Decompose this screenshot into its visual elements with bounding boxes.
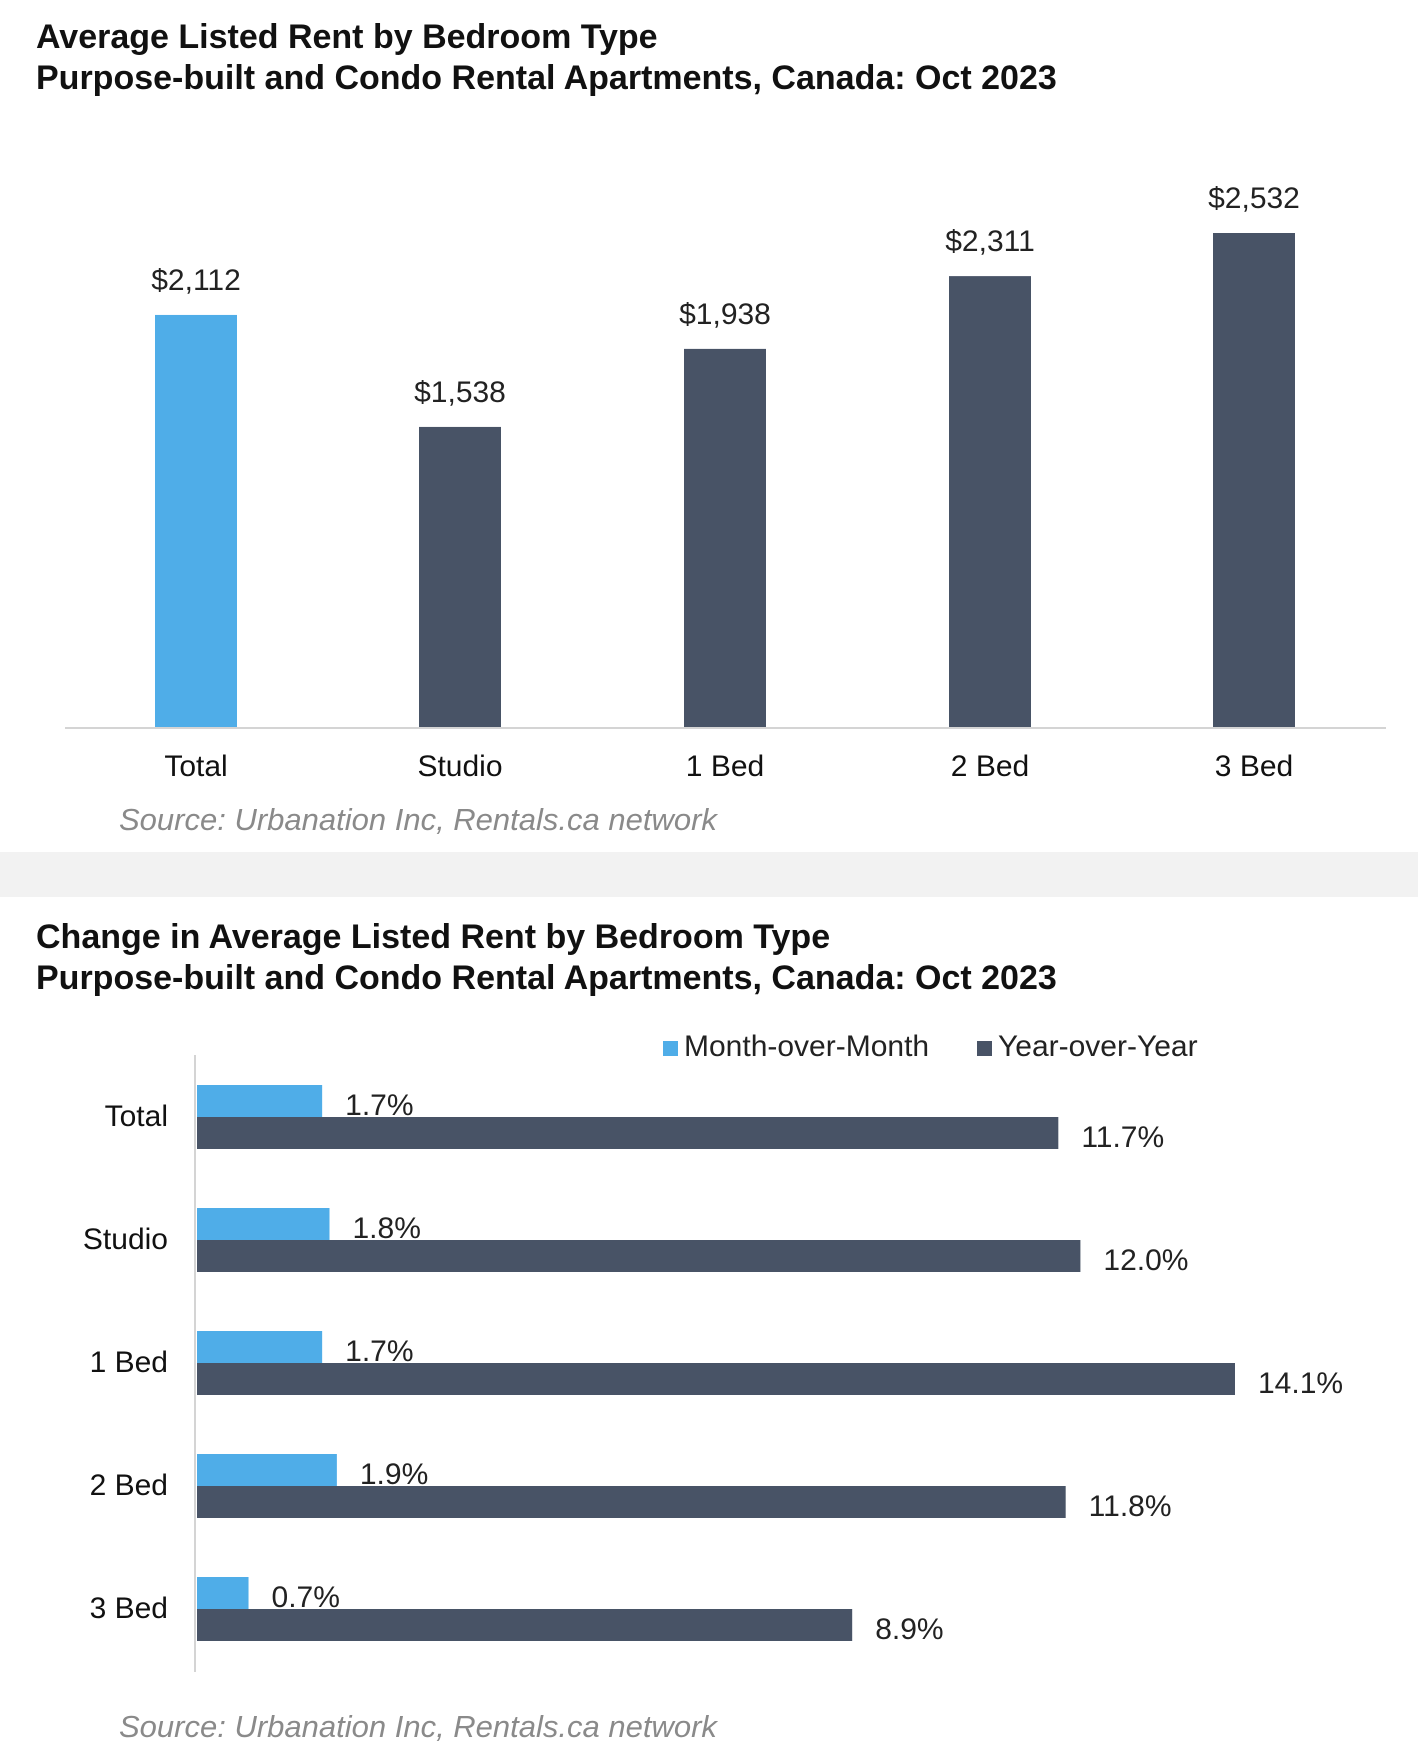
y-tick-label: Studio <box>83 1223 168 1256</box>
bar-month-over-month <box>197 1208 330 1240</box>
legend-label: Year-over-Year <box>998 1030 1198 1063</box>
chart-title: Average Listed Rent by Bedroom Type Purp… <box>36 17 1057 99</box>
chart-title-line: Average Listed Rent by Bedroom Type <box>36 18 658 56</box>
rent-bar-chart: $2,112 Total $1,538 Studio $1,938 1 Bed $2,311… <box>65 182 1386 783</box>
bar <box>684 348 766 727</box>
legend-label: Month-over-Month <box>684 1030 929 1063</box>
bar <box>949 276 1031 727</box>
chart-panel-rent: Average Listed Rent by Bedroom Type Purp… <box>0 0 1418 852</box>
bar-month-over-month <box>197 1454 337 1486</box>
bar-year-over-year <box>197 1363 1235 1395</box>
bar-month-over-month <box>197 1331 323 1363</box>
x-tick-label: Studio <box>417 750 502 783</box>
chart-panel-change: Change in Average Listed Rent by Bedroom… <box>0 897 1418 1759</box>
bar <box>1213 233 1295 727</box>
bar <box>155 314 237 727</box>
chart-source: Source: Urbanation Inc, Rentals.ca netwo… <box>119 802 717 837</box>
bar-year-over-year <box>197 1609 853 1641</box>
data-label: 11.7% <box>1081 1121 1164 1154</box>
rent-change-bar-chart: 1.7% 11.7% Total 1.8% 12.0% Studio 1.7% 14.1% 1 … <box>83 1030 1343 1672</box>
data-label: 1.7% <box>345 1335 413 1368</box>
data-label: 11.8% <box>1089 1490 1172 1523</box>
data-label: 12.0% <box>1103 1244 1188 1277</box>
chart-subtitle-line: Purpose-built and Condo Rental Apartment… <box>36 59 1057 97</box>
chart-title-line: Change in Average Listed Rent by Bedroom… <box>36 918 831 956</box>
data-label: 1.8% <box>353 1212 421 1245</box>
panel-divider <box>0 852 1418 897</box>
data-label: $1,538 <box>414 376 506 409</box>
bar-year-over-year <box>197 1117 1059 1149</box>
data-label: 8.9% <box>875 1613 943 1646</box>
data-label: 0.7% <box>272 1581 340 1614</box>
bar-year-over-year <box>197 1486 1066 1518</box>
data-label: 1.9% <box>360 1458 428 1491</box>
chart-title: Change in Average Listed Rent by Bedroom… <box>36 917 1057 999</box>
legend-swatch-month-over-month <box>663 1041 678 1056</box>
data-label: $1,938 <box>679 298 771 331</box>
legend-swatch-year-over-year <box>977 1041 992 1056</box>
x-tick-label: 3 Bed <box>1215 750 1293 783</box>
data-label: $2,311 <box>945 225 1035 258</box>
data-label: 1.7% <box>345 1089 413 1122</box>
data-label: $2,112 <box>151 264 241 297</box>
x-tick-label: 2 Bed <box>951 750 1029 783</box>
bar-month-over-month <box>197 1577 249 1609</box>
y-tick-label: 2 Bed <box>90 1469 168 1502</box>
data-label: 14.1% <box>1258 1367 1343 1400</box>
bar <box>419 426 501 727</box>
chart-source: Source: Urbanation Inc, Rentals.ca netwo… <box>119 1709 717 1744</box>
y-tick-label: Total <box>105 1100 168 1133</box>
x-tick-label: Total <box>164 750 227 783</box>
data-label: $2,532 <box>1208 182 1300 215</box>
x-tick-label: 1 Bed <box>686 750 764 783</box>
y-tick-label: 1 Bed <box>90 1346 168 1379</box>
bar-month-over-month <box>197 1085 323 1117</box>
bar-year-over-year <box>197 1240 1081 1272</box>
y-tick-label: 3 Bed <box>90 1592 168 1625</box>
chart-subtitle-line: Purpose-built and Condo Rental Apartment… <box>36 959 1057 997</box>
